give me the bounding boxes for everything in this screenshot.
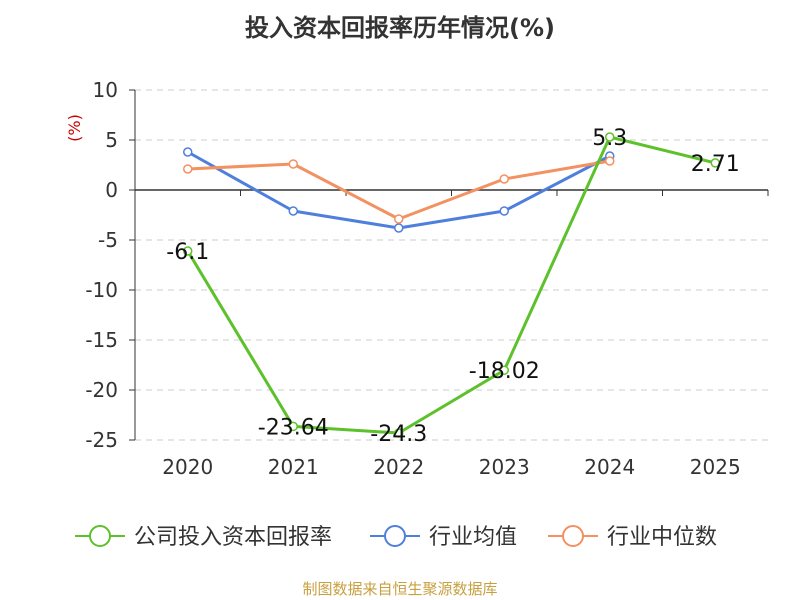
data-point — [394, 214, 404, 224]
data-point — [183, 246, 193, 256]
x-tick-label: 2021 — [268, 455, 319, 479]
y-tick-label: -20 — [85, 378, 118, 402]
legend-label: 行业中位数 — [607, 525, 717, 550]
data-label: -24.3 — [370, 422, 427, 447]
legend-label: 公司投入资本回报率 — [134, 525, 332, 550]
x-tick-label: 2024 — [584, 455, 635, 479]
data-label: 2.71 — [691, 152, 740, 177]
legend-marker — [384, 525, 406, 547]
x-tick-label: 2023 — [479, 455, 530, 479]
data-point — [605, 132, 615, 142]
y-tick-label: -5 — [98, 228, 118, 252]
data-point — [499, 365, 509, 375]
y-tick-label: 10 — [93, 78, 118, 102]
x-tick-label: 2022 — [373, 455, 424, 479]
data-point — [183, 147, 193, 157]
y-tick-label: -15 — [85, 328, 118, 352]
data-label: -18.02 — [469, 359, 540, 384]
y-axis-label: (%) — [65, 114, 84, 142]
data-point — [288, 206, 298, 216]
data-label: 5.3 — [592, 126, 627, 151]
y-tick-label: -25 — [85, 428, 118, 452]
data-point — [499, 174, 509, 184]
source-footer: 制图数据来自恒生聚源数据库 — [302, 580, 498, 598]
y-tick-label: 0 — [105, 178, 118, 202]
data-label: -6.1 — [166, 240, 209, 265]
data-point — [288, 421, 298, 432]
legend-marker — [89, 525, 111, 547]
y-tick-label: 5 — [105, 128, 118, 152]
data-point — [499, 206, 509, 216]
data-point — [605, 156, 615, 166]
y-tick-label: -10 — [85, 278, 118, 302]
x-tick-label: 2020 — [162, 455, 213, 479]
legend-marker — [562, 525, 584, 547]
data-point — [394, 223, 404, 233]
data-label: -23.64 — [258, 415, 329, 440]
x-tick-label: 2025 — [690, 455, 741, 479]
data-point — [394, 428, 404, 438]
data-point — [183, 164, 193, 174]
data-point — [710, 158, 720, 168]
series-line — [186, 135, 716, 435]
legend-label: 行业均值 — [429, 525, 517, 550]
chart-title: 投入资本回报率历年情况(%) — [245, 14, 555, 42]
data-point — [288, 159, 298, 169]
